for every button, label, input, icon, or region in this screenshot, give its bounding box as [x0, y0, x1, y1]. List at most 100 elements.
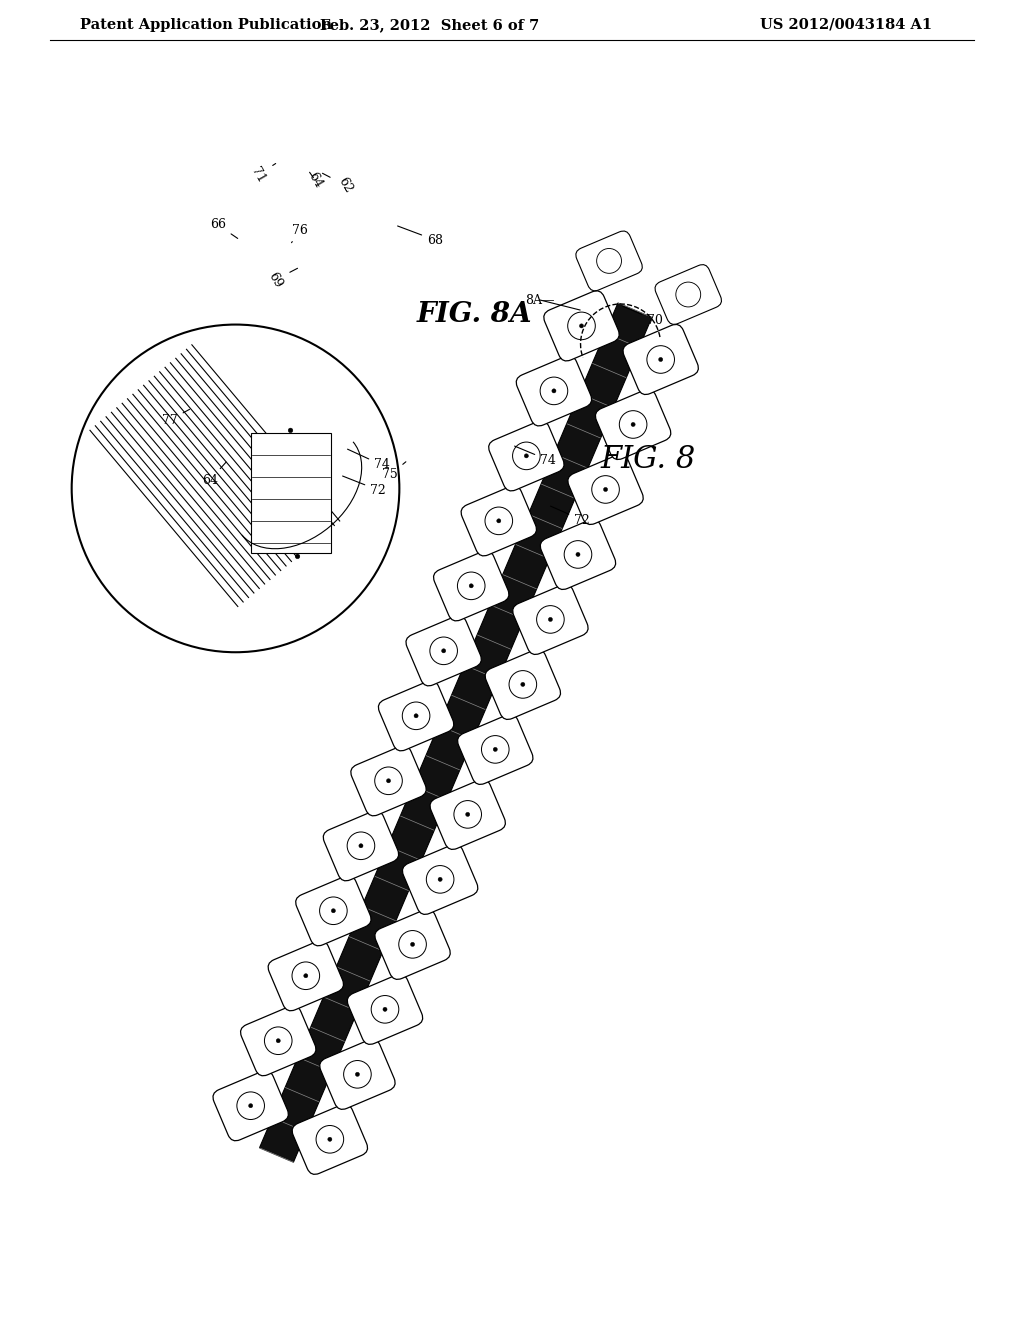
Circle shape — [438, 878, 442, 882]
Circle shape — [521, 682, 525, 686]
Circle shape — [264, 1027, 292, 1055]
Circle shape — [274, 414, 306, 446]
Circle shape — [564, 541, 592, 568]
Circle shape — [386, 779, 390, 783]
Circle shape — [319, 898, 347, 924]
Circle shape — [603, 487, 607, 491]
Text: 74: 74 — [347, 449, 390, 471]
Circle shape — [344, 1060, 372, 1088]
Text: 64: 64 — [305, 170, 325, 190]
Circle shape — [597, 248, 622, 273]
Text: 75: 75 — [382, 462, 406, 482]
Text: 68: 68 — [397, 226, 443, 247]
Text: 72: 72 — [551, 506, 590, 527]
Circle shape — [658, 358, 663, 362]
FancyBboxPatch shape — [485, 649, 560, 719]
Text: US 2012/0043184 A1: US 2012/0043184 A1 — [760, 18, 932, 32]
Circle shape — [237, 1092, 264, 1119]
Text: 66: 66 — [210, 219, 238, 239]
Text: 77: 77 — [162, 409, 189, 426]
FancyBboxPatch shape — [575, 231, 642, 290]
Circle shape — [276, 1039, 281, 1043]
FancyBboxPatch shape — [655, 264, 722, 325]
FancyBboxPatch shape — [319, 1039, 395, 1109]
Circle shape — [509, 671, 537, 698]
FancyBboxPatch shape — [430, 779, 506, 850]
Circle shape — [481, 735, 509, 763]
Circle shape — [282, 541, 313, 572]
FancyBboxPatch shape — [402, 845, 478, 915]
Circle shape — [592, 475, 620, 503]
Circle shape — [355, 1072, 359, 1076]
FancyBboxPatch shape — [544, 290, 620, 360]
Text: 69: 69 — [265, 268, 298, 290]
FancyBboxPatch shape — [623, 325, 698, 395]
FancyBboxPatch shape — [461, 486, 537, 556]
Text: 8A—: 8A— — [525, 293, 555, 306]
Circle shape — [676, 282, 700, 308]
Circle shape — [513, 442, 541, 470]
Text: 71: 71 — [249, 164, 275, 185]
Circle shape — [469, 583, 473, 587]
Circle shape — [375, 767, 402, 795]
Circle shape — [537, 606, 564, 634]
Circle shape — [398, 931, 426, 958]
FancyBboxPatch shape — [378, 681, 454, 751]
Circle shape — [567, 312, 595, 339]
Circle shape — [441, 648, 445, 653]
Circle shape — [383, 1007, 387, 1011]
FancyBboxPatch shape — [513, 585, 588, 655]
FancyBboxPatch shape — [213, 1071, 289, 1140]
FancyBboxPatch shape — [351, 746, 426, 816]
Text: 62: 62 — [323, 173, 354, 195]
Circle shape — [540, 378, 567, 405]
Bar — [251, 433, 331, 553]
Circle shape — [552, 389, 556, 393]
Polygon shape — [259, 304, 652, 1162]
FancyBboxPatch shape — [241, 1006, 316, 1076]
Circle shape — [292, 962, 319, 990]
Text: 72: 72 — [343, 477, 386, 496]
Text: 70: 70 — [623, 306, 663, 326]
Text: 74: 74 — [515, 446, 556, 466]
FancyBboxPatch shape — [458, 714, 534, 784]
FancyBboxPatch shape — [541, 519, 615, 590]
Text: 76: 76 — [292, 223, 308, 243]
Circle shape — [620, 411, 647, 438]
FancyBboxPatch shape — [324, 810, 398, 880]
FancyBboxPatch shape — [406, 615, 481, 686]
Text: Patent Application Publication: Patent Application Publication — [80, 18, 332, 32]
Circle shape — [295, 554, 300, 558]
Circle shape — [328, 1138, 332, 1142]
Text: FIG. 8: FIG. 8 — [600, 445, 695, 475]
Circle shape — [454, 801, 481, 828]
FancyBboxPatch shape — [347, 974, 423, 1044]
Circle shape — [458, 572, 485, 599]
Circle shape — [332, 908, 336, 913]
Circle shape — [358, 843, 364, 847]
Text: 64: 64 — [202, 462, 226, 487]
FancyBboxPatch shape — [567, 454, 643, 524]
FancyBboxPatch shape — [433, 550, 509, 620]
Circle shape — [426, 866, 454, 894]
Circle shape — [580, 323, 584, 327]
Circle shape — [466, 812, 470, 817]
Circle shape — [249, 1104, 253, 1107]
Circle shape — [316, 1126, 344, 1154]
Circle shape — [647, 346, 675, 374]
Circle shape — [430, 638, 458, 664]
FancyBboxPatch shape — [254, 513, 341, 599]
Circle shape — [575, 552, 580, 557]
Circle shape — [304, 974, 308, 978]
Circle shape — [72, 325, 399, 652]
Circle shape — [371, 995, 398, 1023]
FancyBboxPatch shape — [516, 356, 592, 426]
FancyBboxPatch shape — [375, 909, 451, 979]
Circle shape — [497, 519, 501, 523]
Circle shape — [548, 618, 553, 622]
Circle shape — [347, 832, 375, 859]
FancyBboxPatch shape — [488, 421, 564, 491]
Circle shape — [414, 714, 418, 718]
FancyBboxPatch shape — [296, 875, 371, 946]
FancyBboxPatch shape — [595, 389, 671, 459]
